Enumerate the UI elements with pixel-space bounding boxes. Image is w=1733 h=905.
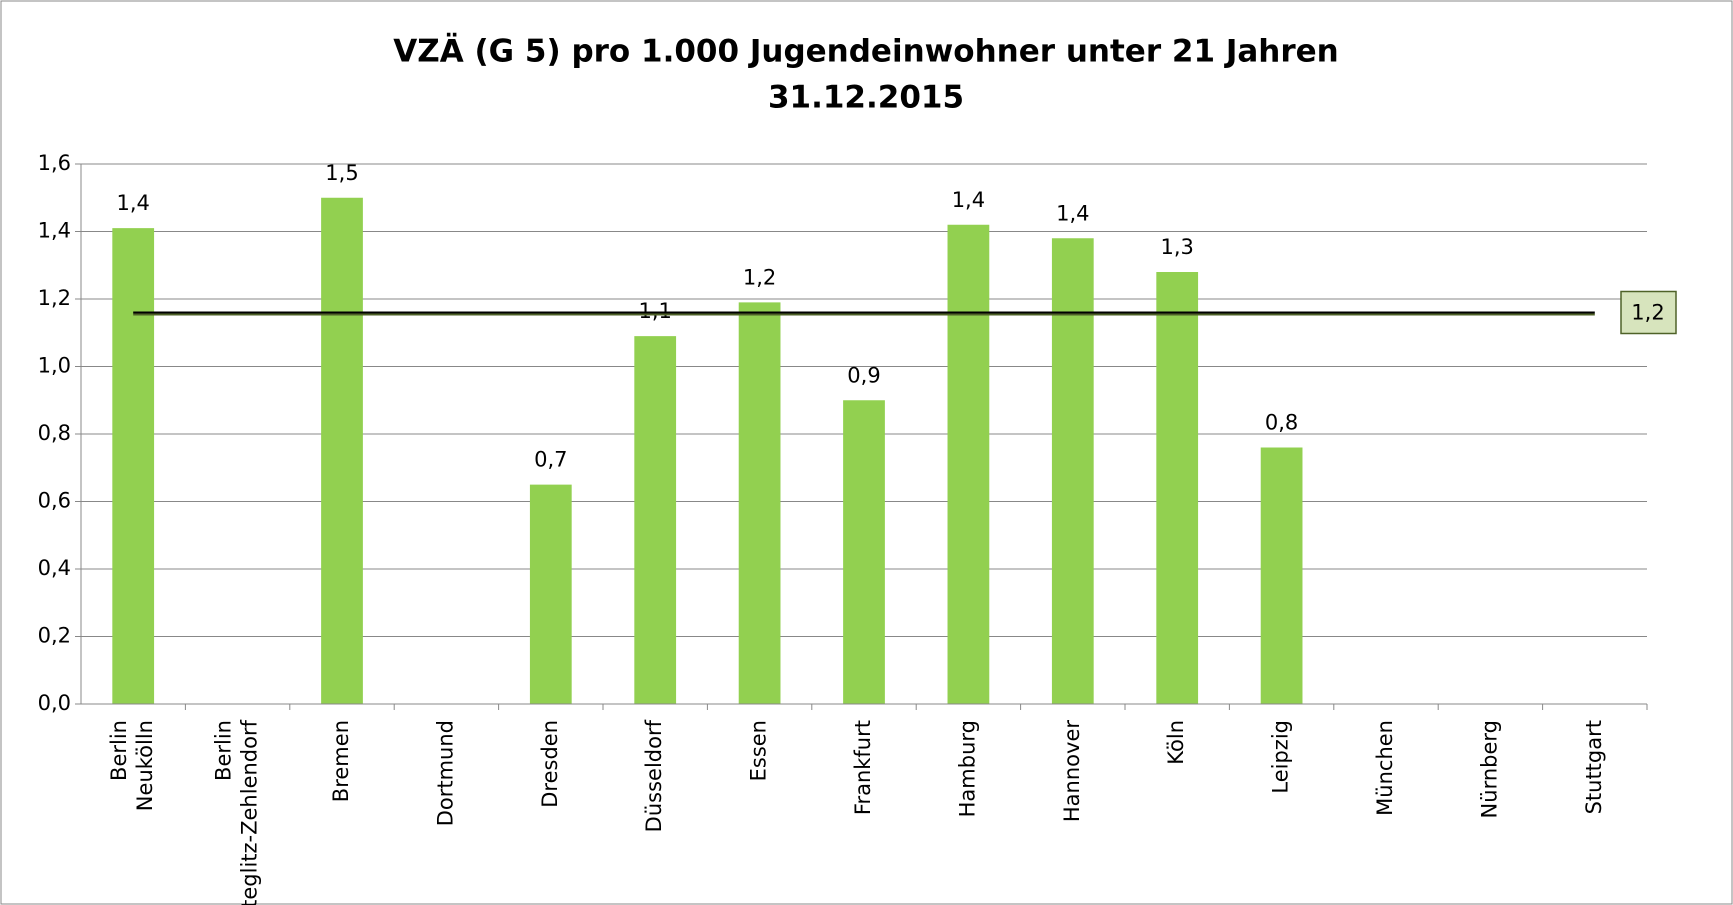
y-tick-label: 1,4 (38, 219, 71, 243)
x-tick-label: Frankfurt (851, 720, 875, 815)
data-label: 0,7 (534, 448, 567, 472)
y-tick-label: 1,2 (38, 286, 71, 310)
x-tick-label: Düsseldorf (642, 719, 666, 832)
y-tick-label: 0,0 (38, 691, 71, 715)
bar (112, 228, 155, 704)
y-tick-label: 0,4 (38, 556, 71, 580)
data-label: 1,4 (1056, 201, 1089, 225)
x-tick-label: Hamburg (955, 720, 979, 817)
x-tick-label: BerlinNeukölln (107, 720, 157, 811)
data-label: 0,9 (847, 363, 880, 387)
chart-subtitle: 31.12.2015 (768, 80, 964, 116)
x-tick-label: Nürnberg (1477, 720, 1501, 818)
bar (1156, 272, 1199, 704)
reference-label: 1,2 (1631, 301, 1664, 325)
data-label: 1,3 (1160, 235, 1193, 259)
chart-title: VZÄ (G 5) pro 1.000 Jugendeinwohner unte… (393, 34, 1339, 70)
x-tick-label-line: Berlin (212, 720, 236, 781)
x-tick-label: München (1373, 720, 1397, 816)
x-tick-label: Stuttgart (1582, 720, 1606, 814)
x-tick-label: Essen (747, 720, 771, 781)
y-tick-label: 0,6 (38, 489, 71, 513)
y-tick-label: 1,0 (38, 354, 71, 378)
bar (843, 400, 885, 704)
x-tick-label: Köln (1164, 720, 1188, 765)
x-tick-label-line: Berlin (107, 720, 131, 781)
x-tick-label: Hannover (1060, 720, 1084, 822)
data-label: 1,2 (743, 265, 776, 289)
y-tick-label: 0,8 (38, 421, 71, 445)
x-tick-label-line: Neukölln (133, 720, 157, 811)
x-tick-label: Bremen (329, 720, 353, 802)
bar (1051, 238, 1094, 704)
data-label: 1,4 (116, 191, 149, 215)
bar (321, 197, 363, 704)
x-tick-label: BerlinSteglitz-Zehlendorf (212, 719, 262, 905)
y-tick-label: 1,6 (38, 151, 71, 175)
x-tick-label: Dresden (538, 720, 562, 808)
data-label: 1,5 (325, 161, 358, 185)
bar (529, 484, 572, 704)
data-label: 1,1 (638, 299, 671, 323)
bar (738, 302, 781, 704)
bar (1260, 447, 1303, 704)
x-tick-label-line: Steglitz-Zehlendorf (238, 719, 262, 905)
x-tick-label: Dortmund (433, 720, 457, 826)
bar (947, 224, 990, 704)
data-label: 0,8 (1265, 411, 1298, 435)
reference-label-box (1620, 290, 1677, 335)
data-label: 1,4 (952, 188, 985, 212)
y-tick-label: 0,2 (38, 624, 71, 648)
bar (634, 336, 677, 704)
x-tick-label: Leipzig (1269, 720, 1293, 794)
